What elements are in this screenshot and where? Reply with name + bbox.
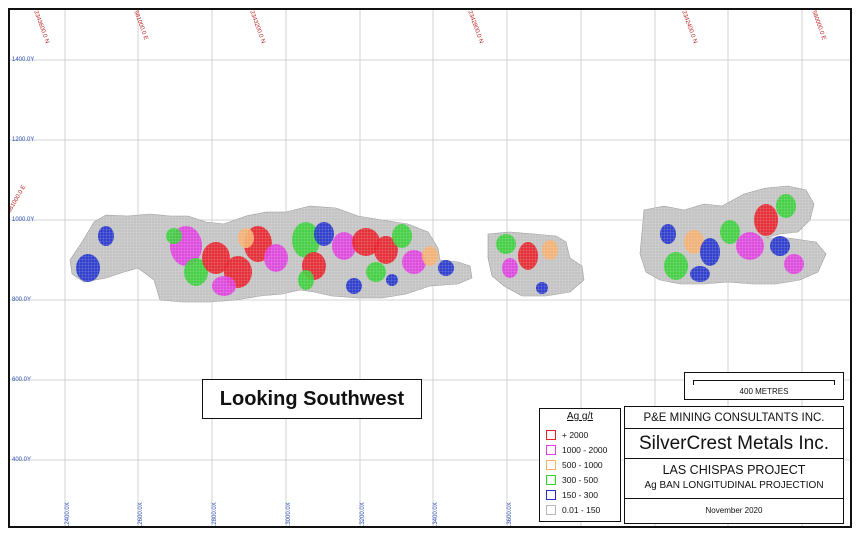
view-direction-label: Looking Southwest	[202, 379, 422, 419]
legend-item: 500 - 1000	[546, 458, 603, 471]
y-label-800: 800.0Y	[12, 297, 32, 303]
y-label-1000: 1000.0Y	[12, 217, 35, 223]
legend-label: 300 - 500	[562, 474, 598, 485]
block-model-texture	[488, 232, 584, 296]
scale-bar-label: 400 METRES	[739, 387, 789, 396]
block-model-texture	[640, 186, 826, 284]
x-label-12400: 12400.0X	[65, 502, 71, 528]
legend-label: 500 - 1000	[562, 459, 603, 470]
legend-label: 0.01 - 150	[562, 504, 601, 515]
ore-blocks	[69, 185, 827, 303]
scale-bar: 400 METRES	[684, 372, 844, 400]
map-frame: 1400.0Y 1200.0Y 1000.0Y 800.0Y 600.0Y 40…	[8, 8, 852, 528]
block-model-texture	[70, 206, 472, 302]
projection-name: Ag BAN LONGITUDINAL PROJECTION	[644, 480, 824, 491]
legend-item: + 2000	[546, 428, 588, 441]
title-block: P&E MINING CONSULTANTS INC. SilverCrest …	[624, 406, 844, 524]
y-label-1200: 1200.0Y	[12, 137, 35, 143]
legend-item: 150 - 300	[546, 488, 598, 501]
legend-item: 0.01 - 150	[546, 503, 600, 516]
x-label-13600: 13600.0X	[507, 502, 513, 528]
legend-item: 300 - 500	[546, 473, 598, 486]
legend-label: 1000 - 2000	[562, 444, 608, 455]
legend-label: 150 - 300	[562, 489, 598, 500]
report-date: November 2020	[705, 506, 763, 515]
y-label-400: 400.0Y	[12, 457, 32, 463]
legend-swatch	[546, 474, 556, 485]
grade-legend: Ag g/t + 2000 1000 - 2000 500 - 1000 300…	[539, 408, 621, 522]
x-label-13400: 13400.0X	[433, 502, 439, 528]
legend-label: + 2000	[562, 429, 589, 440]
x-label-12800: 12800.0X	[212, 502, 218, 528]
y-label-600: 600.0Y	[12, 377, 32, 383]
legend-swatch	[546, 459, 556, 470]
consultant-name: P&E MINING CONSULTANTS INC.	[625, 407, 843, 429]
legend-swatch	[546, 489, 556, 500]
legend-swatch	[546, 444, 556, 455]
x-label-13200: 13200.0X	[360, 502, 366, 528]
scale-bar-line	[693, 380, 835, 385]
legend-swatch	[546, 429, 556, 440]
legend-swatch	[546, 504, 556, 515]
longitudinal-projection-map	[10, 10, 850, 526]
project-info: LAS CHISPAS PROJECT Ag BAN LONGITUDINAL …	[625, 459, 843, 499]
legend-title: Ag g/t	[566, 411, 594, 422]
company-name: SilverCrest Metals Inc.	[625, 429, 843, 459]
project-name: LAS CHISPAS PROJECT	[662, 463, 806, 477]
y-label-1400: 1400.0Y	[12, 57, 35, 63]
x-label-13000: 13000.0X	[286, 502, 292, 528]
legend-item: 1000 - 2000	[546, 443, 607, 456]
x-label-12600: 12600.0X	[138, 502, 144, 528]
